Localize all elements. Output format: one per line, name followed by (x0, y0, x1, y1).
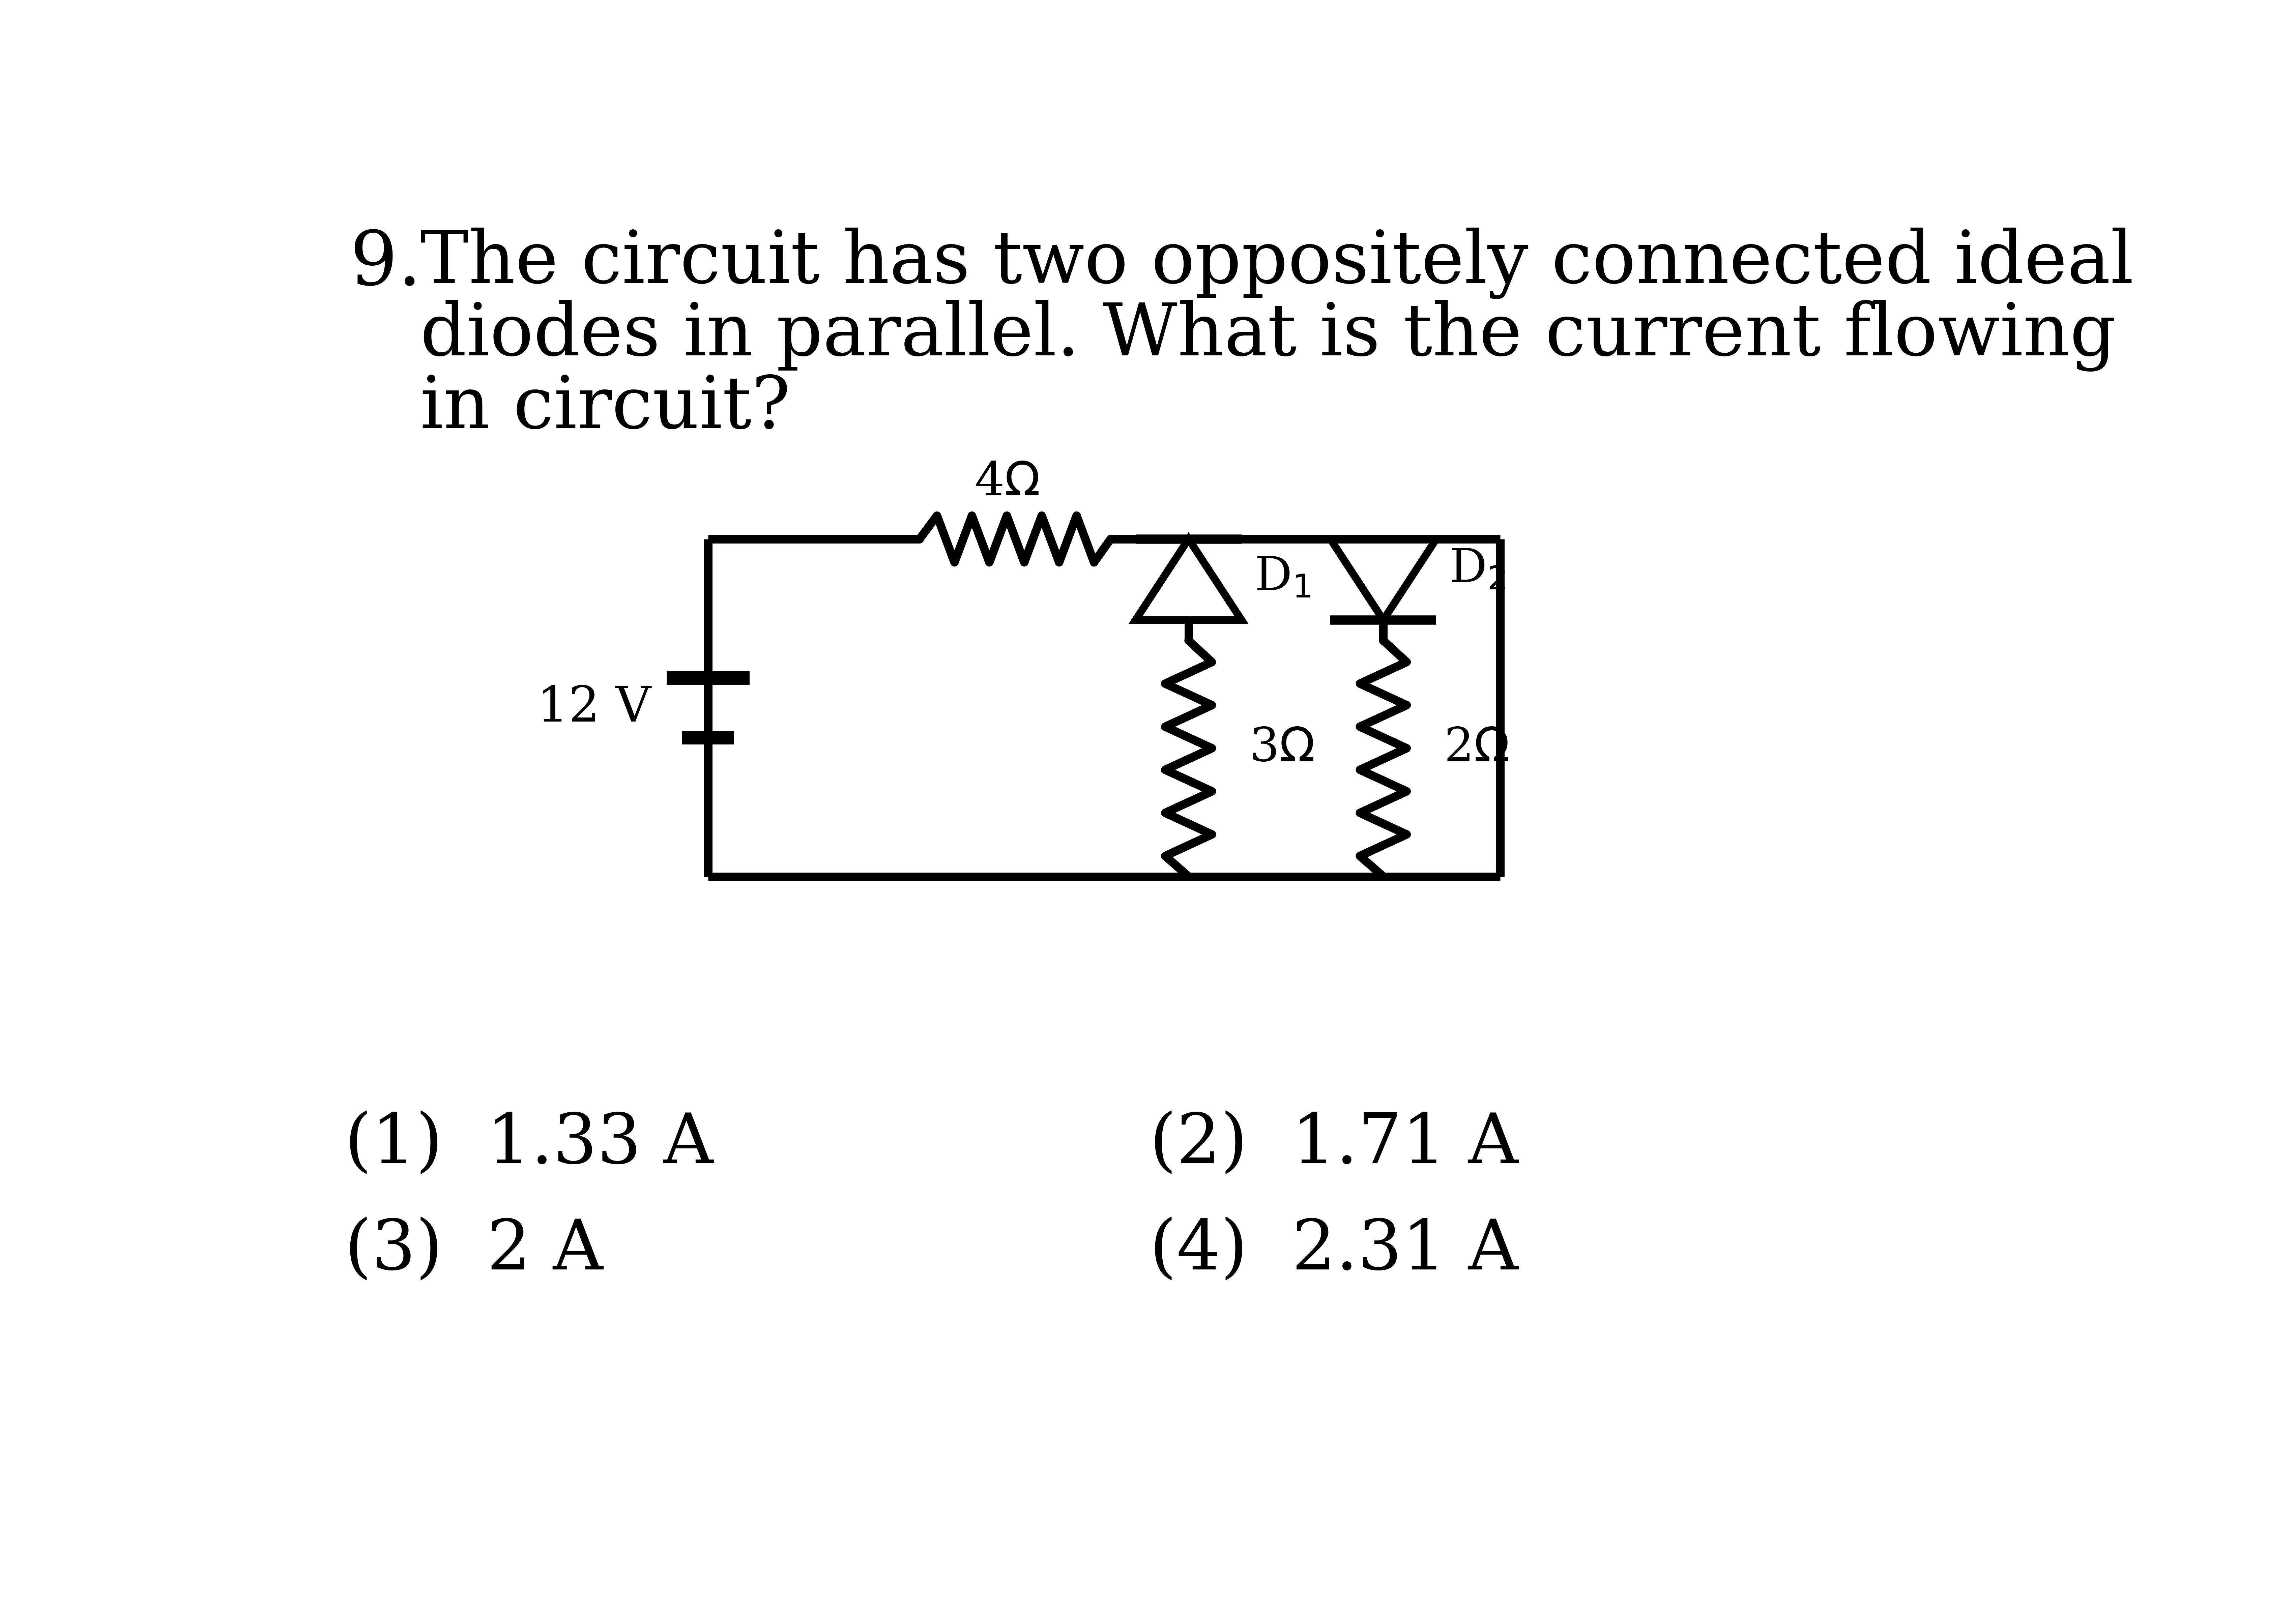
Text: (3)  2 A: (3) 2 A (344, 1217, 604, 1285)
Text: 3$\Omega$: 3$\Omega$ (1249, 725, 1313, 771)
Text: 4$\Omega$: 4$\Omega$ (974, 459, 1038, 505)
Text: (1)  1.33 A: (1) 1.33 A (344, 1111, 714, 1178)
Text: (4)  2.31 A: (4) 2.31 A (1150, 1217, 1518, 1285)
Text: (2)  1.71 A: (2) 1.71 A (1150, 1111, 1518, 1178)
Text: D$_1$: D$_1$ (1254, 555, 1311, 600)
Text: The circuit has two oppositely connected ideal: The circuit has two oppositely connected… (420, 227, 2133, 298)
Text: 12 V: 12 V (537, 683, 652, 732)
Text: diodes in parallel. What is the current flowing: diodes in parallel. What is the current … (420, 300, 2117, 372)
Text: D$_2$: D$_2$ (1449, 546, 1506, 592)
Text: 2$\Omega$: 2$\Omega$ (1444, 725, 1508, 771)
Text: 9.: 9. (349, 227, 422, 300)
Text: in circuit?: in circuit? (420, 372, 790, 443)
